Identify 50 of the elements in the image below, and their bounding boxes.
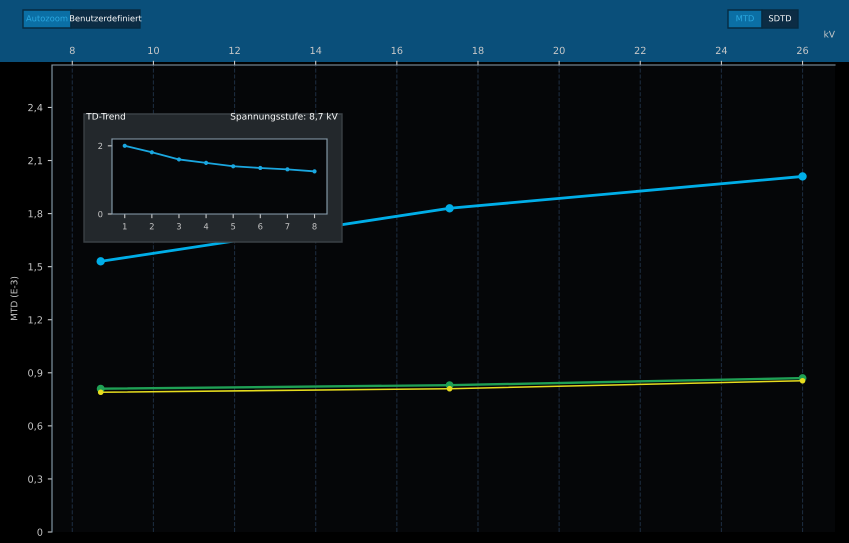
x-tick-label: 8 — [312, 223, 317, 230]
y-tick-label: 0,6 — [28, 422, 42, 431]
y-tick-label: 0,3 — [28, 475, 42, 484]
x-tick-label: 1 — [123, 223, 127, 230]
point — [285, 167, 290, 172]
chart-subtitle: Spannungsstufe: 8,7 kV — [230, 112, 338, 122]
point — [800, 378, 806, 384]
point — [122, 144, 127, 148]
chart-title: TD-Trend — [86, 112, 125, 120]
text: Autozoom — [26, 15, 68, 22]
y-tick-label: 2,1 — [28, 157, 42, 166]
x-tick-label: 2 — [150, 223, 154, 230]
x-tick-label: 12 — [229, 46, 240, 54]
point — [98, 389, 104, 396]
point — [96, 257, 105, 266]
x-tick-label: 6 — [258, 223, 262, 230]
x-tick-label: 10 — [148, 46, 159, 54]
x-tick-label: 20 — [554, 46, 565, 54]
text: MTD — [736, 15, 754, 22]
y-tick-label: 1,8 — [28, 210, 42, 218]
x-tick-label: 14 — [310, 46, 322, 54]
x-tick-label: 5 — [231, 223, 236, 230]
y-tick-label: 1,5 — [28, 263, 42, 272]
x-tick-label: 8 — [70, 46, 75, 54]
point — [231, 164, 236, 168]
x-tick-label: 7 — [285, 223, 290, 230]
point — [176, 157, 182, 162]
y-tick-label: 0 — [37, 528, 42, 536]
y-tick-label: 1,2 — [28, 316, 42, 325]
point — [258, 166, 262, 170]
x-tick-label: 26 — [797, 46, 808, 54]
point — [312, 169, 317, 174]
point — [445, 204, 454, 212]
y-tick-label: 2,4 — [28, 104, 42, 112]
x-tick-label: 22 — [634, 46, 646, 54]
x-axis-title: kV — [824, 30, 835, 38]
point — [446, 386, 452, 392]
text: Benutzerdefiniert — [70, 14, 142, 22]
point — [204, 160, 208, 165]
x-tick-label: 16 — [392, 46, 402, 54]
y-tick-label: 0,9 — [28, 369, 42, 378]
x-tick-label: 3 — [176, 223, 181, 230]
x-tick-label: 24 — [716, 46, 728, 54]
point — [798, 172, 807, 181]
x-tick-label: 18 — [472, 46, 484, 54]
point — [150, 150, 154, 154]
y-axis-title: MTD (E-3) — [10, 276, 18, 320]
y-tick-label: 0 — [98, 210, 102, 218]
x-tick-label: 4 — [204, 223, 208, 230]
text: SDTD — [768, 15, 792, 22]
